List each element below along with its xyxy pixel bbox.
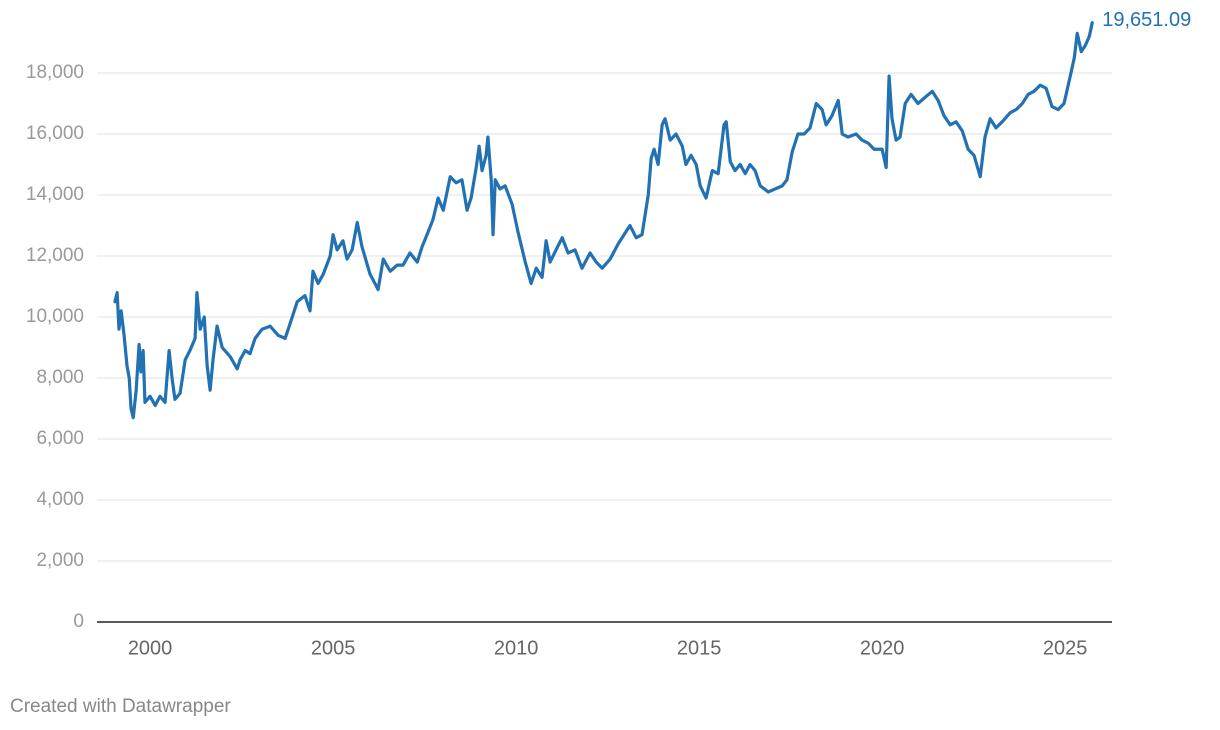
y-tick-label: 10,000 [26, 306, 84, 327]
line [113, 21, 1094, 420]
y-tick-label: 4,000 [36, 489, 84, 510]
x-tick-label: 2020 [860, 637, 905, 659]
y-tick-label: 16,000 [26, 123, 84, 144]
x-tick-label: 2010 [494, 637, 539, 659]
y-tick-label: 2,000 [36, 550, 84, 571]
x-tick-label: 2005 [311, 637, 356, 659]
end-value-label: 19,651.09 [1102, 9, 1191, 31]
y-tick-label: 8,000 [36, 367, 84, 388]
y-tick-label: 0 [73, 611, 84, 632]
x-tick-label: 2015 [677, 637, 722, 659]
footer: Created with Datawrapper [10, 696, 231, 717]
y-tick-label: 18,000 [26, 62, 84, 83]
x-tick-label: 2025 [1043, 637, 1088, 659]
y-tick-label: 14,000 [26, 184, 84, 205]
x-tick-label: 2000 [128, 637, 173, 659]
y-tick-label: 12,000 [26, 245, 84, 266]
y-tick-label: 6,000 [36, 428, 84, 449]
